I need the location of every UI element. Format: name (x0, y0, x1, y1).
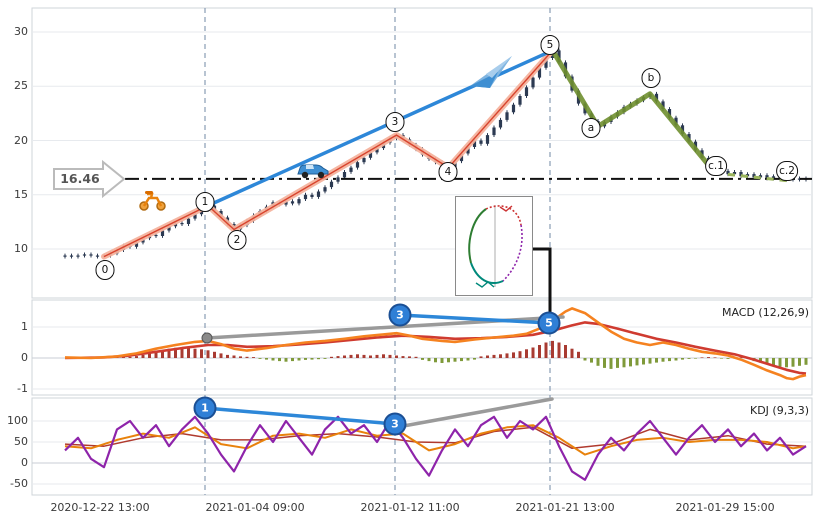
kdj-y-tick: 0 (21, 456, 28, 469)
hline-price-label: 16.46 (60, 171, 100, 186)
wave-label-4[interactable]: 4 (438, 162, 458, 182)
price-y-tick: 10 (14, 242, 28, 255)
wave-label-c.2[interactable]: c.2 (776, 161, 798, 181)
x-axis-label: 2021-01-29 15:00 (675, 501, 775, 514)
price-y-tick: 30 (14, 25, 28, 38)
kdj-y-tick: -50 (10, 477, 28, 490)
macd-anchor-dot[interactable] (201, 332, 213, 344)
macd-panel-title: MACD (12,26,9) (721, 306, 809, 319)
wave-label-5[interactable]: 5 (540, 35, 560, 55)
price-y-tick: 15 (14, 187, 28, 201)
wave-label-3[interactable]: 3 (385, 112, 405, 132)
indicator-marker-3[interactable]: 3 (388, 303, 412, 327)
wave-label-c.1[interactable]: c.1 (705, 156, 727, 176)
kdj-y-tick: 100 (7, 414, 28, 427)
price-y-tick: 20 (14, 133, 28, 147)
macd-panel (64, 307, 808, 381)
indicator-annotations (201, 247, 565, 429)
x-axis-label: 2020-12-22 13:00 (50, 501, 150, 514)
car-icon (296, 160, 330, 184)
kdj-blue-line[interactable] (203, 406, 397, 426)
airplane-icon (468, 52, 514, 96)
x-axis-label: 2021-01-04 09:00 (205, 501, 305, 514)
kdj-panel-title: KDJ (9,3,3) (750, 404, 809, 417)
wave-label-2[interactable]: 2 (227, 230, 247, 250)
inset-connector-line (533, 247, 552, 317)
wave-label-a[interactable]: a (581, 118, 601, 138)
macd-y-tick: 0 (21, 351, 28, 364)
kdj-y-tick: 50 (14, 435, 28, 448)
indicator-marker-5[interactable]: 5 (537, 311, 561, 335)
price-level-arrow (53, 159, 126, 199)
x-axis-label: 2021-01-21 13:00 (515, 501, 615, 514)
scooter-icon (137, 186, 167, 216)
macd-blue-line[interactable] (398, 313, 551, 325)
indicator-marker-1[interactable]: 1 (193, 396, 217, 420)
kdj-gray-line[interactable] (396, 397, 554, 429)
wave-label-1[interactable]: 1 (195, 192, 215, 212)
indicator-marker-3[interactable]: 3 (383, 412, 407, 436)
macd-y-tick: 1 (21, 320, 28, 333)
price-y-tick: 25 (14, 79, 28, 93)
wave-label-b[interactable]: b (641, 68, 661, 88)
kdj-panel (64, 415, 807, 481)
wave-label-0[interactable]: 0 (95, 260, 115, 280)
macd-y-tick: -1 (17, 382, 28, 395)
x-axis-label: 2021-01-12 11:00 (360, 501, 460, 514)
inset-mini-chart (455, 196, 533, 296)
